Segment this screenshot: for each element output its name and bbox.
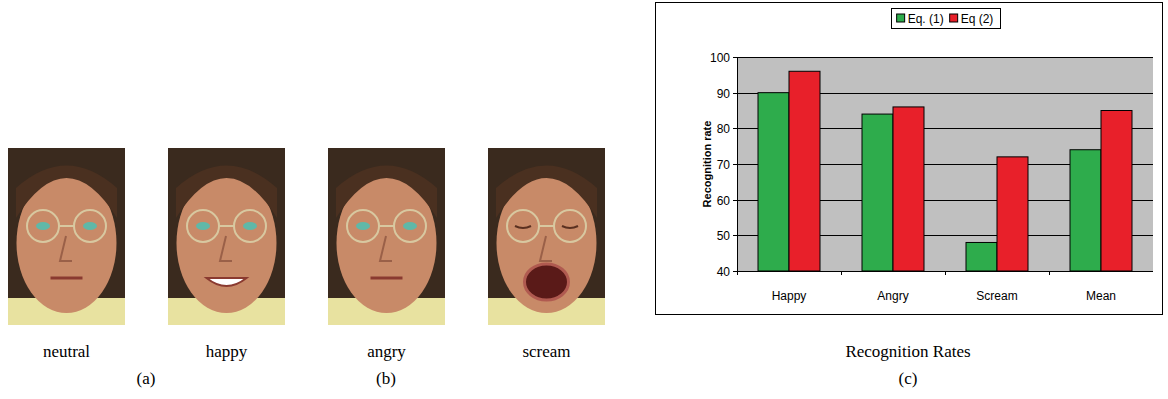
y-tick-label: 60 <box>717 194 731 208</box>
nose <box>380 236 392 261</box>
nose <box>60 236 72 261</box>
tick-mark <box>733 200 737 201</box>
x-tick-label: Happy <box>772 289 807 303</box>
glasses <box>74 210 106 242</box>
eye <box>515 226 531 228</box>
photo-bg <box>168 148 285 325</box>
face-photo <box>328 148 445 325</box>
bar <box>893 107 924 271</box>
glasses <box>554 210 586 242</box>
glasses <box>507 210 539 242</box>
nose <box>540 236 552 261</box>
bar <box>789 71 820 271</box>
y-tick-label: 100 <box>710 51 730 65</box>
chart-frame <box>656 3 1163 315</box>
tick-mark <box>733 93 737 94</box>
face-photo <box>8 148 125 325</box>
x-tick-label: Scream <box>976 289 1017 303</box>
glasses-bridge <box>219 225 234 227</box>
legend-label: Eq. (1) <box>908 12 944 26</box>
chart-caption: Recognition Rates <box>845 342 970 361</box>
eye <box>83 222 97 230</box>
x-tick-mark <box>737 271 738 275</box>
eye <box>562 226 578 228</box>
tick-mark <box>733 57 737 58</box>
x-tick-mark <box>1049 271 1050 275</box>
tick-mark <box>733 271 737 272</box>
y-tick-label: 80 <box>717 122 731 136</box>
tick-mark <box>733 164 737 165</box>
eye <box>243 222 257 230</box>
bar <box>862 114 893 271</box>
glasses <box>347 210 379 242</box>
mouth <box>525 264 569 300</box>
legend-label: Eq (2) <box>961 12 994 26</box>
bar <box>1070 150 1101 271</box>
eye <box>196 222 210 230</box>
glasses-bridge <box>539 225 554 227</box>
bars <box>758 71 1132 271</box>
y-axis-label: Recognition rate <box>701 121 713 208</box>
legend: Eq. (1) Eq (2) <box>892 9 1001 29</box>
bar <box>966 242 997 271</box>
photo-bg <box>328 148 445 325</box>
legend-swatch <box>897 14 905 22</box>
y-tick-label: 40 <box>717 265 731 279</box>
image-label: angry <box>367 342 406 361</box>
glasses <box>187 210 219 242</box>
glasses <box>394 210 426 242</box>
nose <box>220 236 232 261</box>
face-photo <box>488 148 605 325</box>
glasses <box>27 210 59 242</box>
eye <box>36 222 50 230</box>
bar <box>758 93 789 271</box>
tick-mark <box>733 235 737 236</box>
image-label: neutral <box>43 342 90 361</box>
legend-box <box>892 9 1001 29</box>
eye <box>403 222 417 230</box>
bar <box>997 157 1028 271</box>
photo-bg <box>488 148 605 325</box>
grid-line <box>737 57 1153 58</box>
x-tick-label: Mean <box>1086 289 1116 303</box>
x-tick-mark <box>945 271 946 275</box>
root: neutral happy angry scream (a) (b) (c) Recognit… <box>0 0 1168 399</box>
sublabel: (a) <box>137 369 156 388</box>
image-label: happy <box>206 342 248 361</box>
tick-mark <box>733 128 737 129</box>
sublabel: (b) <box>376 369 396 388</box>
legend-swatch <box>950 14 958 22</box>
bar <box>1101 111 1132 272</box>
image-label: scream <box>522 342 570 361</box>
photo-bg <box>8 148 125 325</box>
hair <box>496 166 597 219</box>
figure: neutral happy angry scream (a) (b) (c) Recognit… <box>0 0 1168 399</box>
x-tick-label: Angry <box>877 289 908 303</box>
hair <box>176 166 277 219</box>
plot-area <box>737 57 1153 271</box>
y-axis <box>737 57 738 271</box>
x-tick-mark <box>841 271 842 275</box>
face-photo <box>168 148 285 325</box>
eye <box>356 222 370 230</box>
hair <box>16 166 117 219</box>
hair <box>336 166 437 219</box>
mouth <box>51 277 83 280</box>
glasses <box>234 210 266 242</box>
mouth <box>371 277 403 280</box>
y-tick-label: 90 <box>717 87 731 101</box>
sublabel: (c) <box>899 369 918 388</box>
y-tick-label: 70 <box>717 158 731 172</box>
mouth <box>207 278 247 286</box>
y-tick-label: 50 <box>717 229 731 243</box>
glasses-bridge <box>379 225 394 227</box>
glasses-bridge <box>59 225 74 227</box>
